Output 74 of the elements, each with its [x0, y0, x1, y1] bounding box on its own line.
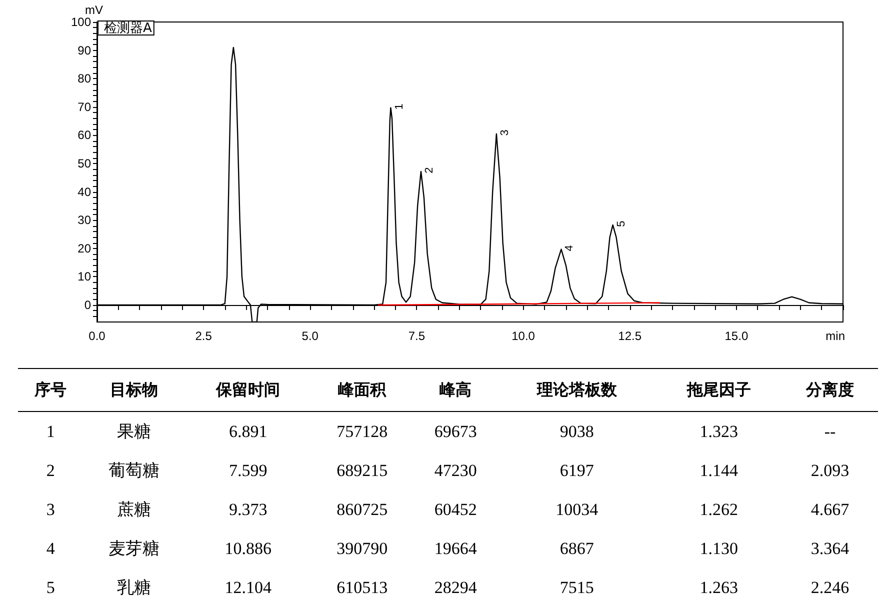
- text: 4.667: [810, 498, 850, 520]
- x-tick-label: 15.0: [724, 329, 748, 343]
- text: 检测器A: [104, 21, 152, 36]
- text: 4: [45, 538, 56, 560]
- text: 6.891: [228, 420, 268, 442]
- text: 689215: [336, 460, 389, 482]
- y-axis-title: mV: [85, 3, 103, 18]
- text: 3: [45, 498, 56, 520]
- text: 860725: [336, 498, 389, 520]
- y-tick-label: 10: [78, 270, 92, 284]
- y-tick-label: 50: [78, 156, 92, 171]
- text: 69673: [433, 420, 478, 442]
- text: 9038: [558, 420, 595, 442]
- text: 390790: [336, 538, 389, 560]
- annotation: 2: [423, 167, 436, 174]
- text: 葡萄糖: [108, 460, 160, 482]
- text: 麦芽糖: [108, 538, 160, 560]
- text: 拖尾因子: [656, 368, 782, 412]
- text: 目标物: [83, 368, 185, 412]
- y-tick-label: 40: [78, 184, 92, 199]
- x-axis-title: min: [826, 329, 845, 343]
- text: 28294: [412, 568, 498, 605]
- text: 1.263: [656, 568, 782, 605]
- annotation: 3: [499, 130, 512, 136]
- text: 1.323: [698, 420, 739, 442]
- annotation: 4: [564, 245, 576, 252]
- x-tick-label: 2.5: [195, 329, 212, 343]
- y-tick-label: 90: [78, 43, 92, 58]
- y-tick-label: 30: [78, 213, 92, 228]
- text: --: [823, 420, 837, 442]
- x-tick-label: 7.5: [408, 329, 426, 343]
- text: 9.373: [228, 498, 268, 520]
- text: 序号: [18, 368, 84, 412]
- y-tick-label: 20: [78, 241, 92, 256]
- y-tick-label: 0: [84, 298, 92, 312]
- text: 分离度: [782, 368, 878, 412]
- text: 5: [18, 568, 84, 605]
- text: 47230: [433, 460, 478, 482]
- annotation: 1: [393, 104, 406, 110]
- x-tick-label: 5.0: [302, 329, 319, 343]
- y-tick-label: 100: [70, 15, 92, 29]
- text: 610513: [311, 568, 413, 605]
- annotation: 5: [615, 220, 628, 227]
- text: 2.093: [810, 460, 850, 482]
- text: 乳糖: [83, 568, 185, 605]
- y-tick-label: 70: [78, 100, 92, 114]
- text: 1.262: [698, 498, 739, 520]
- x-tick-label: 0.0: [88, 329, 106, 343]
- text: 峰面积: [311, 368, 413, 412]
- y-tick-label: 60: [78, 128, 92, 142]
- text: 19664: [433, 538, 478, 560]
- text: 10034: [554, 498, 600, 520]
- text: 1: [45, 420, 56, 442]
- text: 3.364: [810, 538, 850, 560]
- text: 果糖: [116, 421, 152, 443]
- text: 6197: [558, 460, 595, 482]
- text: 6867: [558, 538, 595, 560]
- text: 12.104: [184, 568, 312, 605]
- x-tick-label: 10.0: [512, 329, 536, 343]
- text: 7515: [498, 568, 656, 605]
- text: 保留时间: [184, 368, 312, 412]
- text: 2.246: [782, 568, 878, 605]
- text: 757128: [336, 420, 389, 442]
- y-tick-label: 80: [78, 72, 92, 86]
- text: 1.130: [698, 538, 739, 560]
- text: 峰高: [412, 368, 498, 412]
- text: 10.886: [224, 538, 272, 560]
- x-tick-label: 12.5: [618, 329, 642, 343]
- text: 7.599: [228, 460, 268, 482]
- text: 1.144: [698, 460, 739, 482]
- text: 60452: [433, 498, 478, 520]
- text: 2: [45, 460, 56, 482]
- text: 理论塔板数: [498, 368, 656, 412]
- text: 蔗糖: [116, 499, 152, 521]
